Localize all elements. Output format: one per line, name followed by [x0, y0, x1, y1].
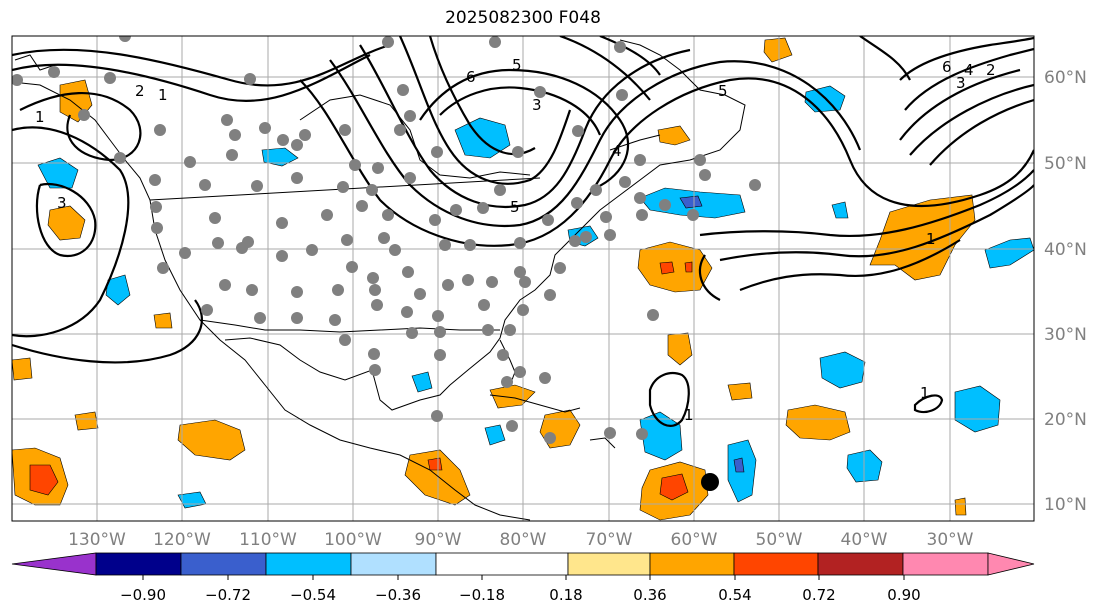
lon-label: 100°W — [324, 530, 382, 550]
colorbar-segment — [180, 552, 267, 576]
neg-anomaly — [819, 351, 866, 389]
pos-anomaly — [667, 332, 693, 366]
colorbar-tick-label: 0.54 — [718, 586, 751, 604]
contour-label: 1 — [684, 406, 694, 424]
neg-anomaly — [105, 274, 131, 306]
contour-label: 2 — [986, 61, 996, 79]
lon-label: 50°W — [756, 530, 803, 550]
neg-anomaly — [454, 117, 511, 159]
lat-label: 20°N — [1044, 410, 1087, 430]
colorbar-tick-label: 0.36 — [633, 586, 666, 604]
lon-label: 110°W — [239, 530, 297, 550]
colorbar-extend-high — [987, 552, 1035, 576]
contour-label: 5 — [718, 82, 728, 100]
contour-label: 1 — [920, 384, 930, 402]
colorbar-segment — [567, 552, 651, 576]
neg-anomaly — [411, 371, 433, 393]
lat-labels: 60°N 50°N 40°N 30°N 20°N 10°N — [1044, 68, 1087, 515]
lon-label: 60°W — [671, 530, 718, 550]
map-frame — [11, 35, 1035, 522]
colorbar-tick-label: −0.54 — [290, 586, 336, 604]
contour-label: 1 — [35, 108, 45, 126]
colorbar-segment — [817, 552, 904, 576]
colorbar-segment — [649, 552, 735, 576]
pos-anomaly — [657, 125, 691, 146]
contour-label: 1 — [158, 86, 168, 104]
neg-anomaly — [484, 424, 506, 446]
neg-anomaly — [984, 237, 1034, 269]
contour-label: 5 — [512, 56, 522, 74]
pos-anomaly-strong — [29, 464, 59, 496]
lon-label: 70°W — [586, 530, 633, 550]
station-dots — [12, 36, 761, 444]
contour-label: 6 — [942, 58, 952, 76]
lon-label: 40°W — [841, 530, 888, 550]
contour-label: 4 — [612, 142, 622, 160]
lat-label: 10°N — [1044, 495, 1087, 515]
neg-anomaly-strong — [679, 195, 703, 209]
colorbar — [11, 552, 1035, 576]
lat-label: 50°N — [1044, 154, 1087, 174]
height-contours — [12, 36, 1034, 427]
pos-anomaly-strong — [427, 457, 443, 471]
contour-label: 3 — [956, 74, 966, 92]
pos-anomaly-strong — [659, 261, 675, 275]
contour-label: 1 — [926, 230, 936, 248]
neg-anomaly — [639, 411, 683, 461]
neg-anomaly-strong — [733, 457, 745, 473]
lat-label: 60°N — [1044, 68, 1087, 88]
colorbar-segment — [902, 552, 989, 576]
colorbar-segment — [265, 552, 352, 576]
colorbar-tick-labels: −0.90 −0.72 −0.54 −0.36 −0.18 0.18 0.36 … — [120, 586, 921, 604]
pos-anomaly — [785, 404, 851, 441]
pos-anomaly — [727, 382, 753, 401]
pos-anomaly-strong — [659, 473, 689, 501]
colorbar-tick-label: −0.72 — [205, 586, 251, 604]
colorbar-extend-low — [11, 552, 97, 576]
lon-label: 80°W — [500, 530, 547, 550]
map-title: 2025082300 F048 — [445, 8, 601, 28]
lon-label: 90°W — [415, 530, 462, 550]
colorbar-tick-label: 0.90 — [887, 586, 920, 604]
lon-labels: 130°W 120°W 110°W 100°W 90°W 80°W 70°W 6… — [68, 530, 974, 550]
pos-anomaly — [74, 411, 99, 431]
contour-label: 6 — [466, 68, 476, 86]
colorbar-tick-label: 0.72 — [802, 586, 835, 604]
neg-anomaly — [261, 147, 299, 167]
neg-anomaly — [831, 201, 849, 219]
pos-anomaly — [177, 419, 246, 461]
colorbar-tick-label: −0.90 — [120, 586, 166, 604]
colorbar-ticks — [142, 575, 905, 580]
lat-label: 40°N — [1044, 240, 1087, 260]
colorbar-tick-label: 0.18 — [549, 586, 582, 604]
colorbar-tick-label: −0.18 — [459, 586, 505, 604]
pos-anomaly — [763, 37, 793, 63]
lon-label: 30°W — [927, 530, 974, 550]
colorbar-segment — [435, 552, 569, 576]
pos-anomaly-strong — [684, 261, 693, 273]
colorbar-tick-label: −0.36 — [375, 586, 421, 604]
contour-label: 4 — [964, 61, 974, 79]
contour-label: 2 — [135, 82, 145, 100]
colorbar-segment — [350, 552, 437, 576]
pos-anomaly — [47, 205, 86, 241]
contour-label: 3 — [532, 96, 542, 114]
neg-anomaly — [954, 385, 1001, 433]
contour-label: 5 — [510, 198, 520, 216]
pos-anomaly — [954, 497, 967, 516]
pos-anomaly — [153, 312, 173, 329]
graticule — [12, 36, 1034, 521]
colorbar-segment — [733, 552, 819, 576]
contour-label: 3 — [57, 194, 67, 212]
contour-labels: 6 5 3 2 1 1 3 4 6 5 3 4 2 1 1 1 5 — [35, 56, 996, 424]
lon-label: 130°W — [68, 530, 126, 550]
lat-label: 30°N — [1044, 325, 1087, 345]
pos-anomaly — [12, 357, 33, 381]
colorbar-segment — [95, 552, 182, 576]
lon-label: 120°W — [153, 530, 211, 550]
storm-marker — [701, 473, 719, 491]
